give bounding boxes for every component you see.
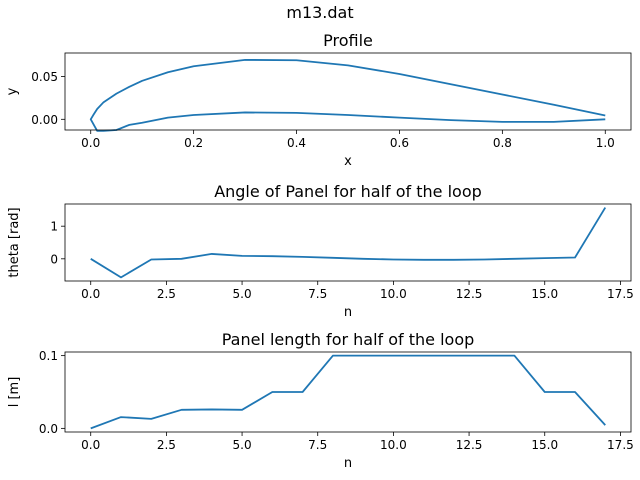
y-axis-label: l [m] bbox=[7, 377, 22, 408]
x-axis-label: n bbox=[344, 456, 352, 471]
y-tick-label: 0.0 bbox=[39, 422, 58, 436]
x-tick-label: 2.5 bbox=[157, 438, 176, 452]
y-tick-label: 0.1 bbox=[39, 349, 58, 363]
x-tick-label: 0.8 bbox=[493, 136, 512, 150]
axes-frame bbox=[64, 52, 632, 131]
chart-3: Panel length for half of the loop 0.0 2.5 5… bbox=[7, 330, 634, 471]
x-tick-label: 12.5 bbox=[456, 287, 483, 301]
x-axis-label: x bbox=[344, 154, 352, 169]
y-tick-label: 1 bbox=[50, 220, 58, 234]
x-tick-label: 0.6 bbox=[390, 136, 409, 150]
x-tick-label: 7.5 bbox=[308, 438, 327, 452]
x-tick-label: 12.5 bbox=[456, 438, 483, 452]
x-axis-label: n bbox=[344, 305, 352, 320]
x-tick-label: 1.0 bbox=[596, 136, 615, 150]
x-tick-label: 0.2 bbox=[184, 136, 203, 150]
chart-title: Profile bbox=[323, 31, 373, 50]
x-tick-label: 5.0 bbox=[233, 287, 252, 301]
y-tick-label: 0.00 bbox=[31, 113, 58, 127]
y-tick-label: 0.05 bbox=[31, 70, 58, 84]
figure-suptitle: m13.dat bbox=[286, 3, 353, 22]
x-tick-label: 17.5 bbox=[607, 438, 634, 452]
series-line bbox=[89, 58, 606, 132]
x-tick-label: 0.0 bbox=[81, 136, 100, 150]
x-tick-label: 0.0 bbox=[81, 438, 100, 452]
x-tick-label: 10.0 bbox=[380, 287, 407, 301]
chart-title: Panel length for half of the loop bbox=[222, 330, 475, 349]
chart-1: Profile 0.0 0.2 0.4 0.6 0.8 1.0 0.00 0.05 x y bbox=[5, 31, 632, 169]
axes-frame bbox=[64, 203, 632, 282]
y-tick-label: 0 bbox=[50, 252, 58, 266]
y-axis-label: theta [rad] bbox=[7, 207, 22, 277]
chart-title: Angle of Panel for half of the loop bbox=[214, 182, 482, 201]
x-tick-label: 5.0 bbox=[233, 438, 252, 452]
y-axis-label: y bbox=[5, 87, 20, 95]
x-tick-label: 0.0 bbox=[81, 287, 100, 301]
series-line bbox=[90, 207, 607, 279]
x-tick-label: 15.0 bbox=[531, 287, 558, 301]
series-line bbox=[90, 354, 606, 430]
x-tick-label: 10.0 bbox=[380, 438, 407, 452]
x-tick-label: 15.0 bbox=[531, 438, 558, 452]
x-tick-label: 0.4 bbox=[287, 136, 306, 150]
x-tick-label: 7.5 bbox=[308, 287, 327, 301]
x-tick-label: 2.5 bbox=[157, 287, 176, 301]
chart-2: Angle of Panel for half of the loop 0.0 2.… bbox=[7, 182, 634, 320]
x-tick-label: 17.5 bbox=[607, 287, 634, 301]
axes-frame bbox=[64, 351, 632, 433]
